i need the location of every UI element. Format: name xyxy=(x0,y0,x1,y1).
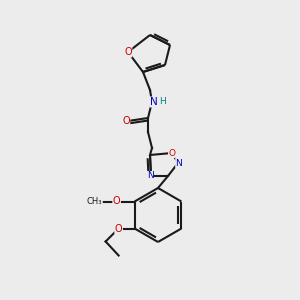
Text: N: N xyxy=(150,97,158,107)
Text: N: N xyxy=(147,172,153,181)
Text: H: H xyxy=(160,98,167,106)
Text: N: N xyxy=(176,158,182,167)
Text: O: O xyxy=(169,148,176,158)
Text: O: O xyxy=(122,116,130,126)
Text: O: O xyxy=(113,196,120,206)
Text: O: O xyxy=(124,47,132,57)
Text: O: O xyxy=(115,224,122,233)
Text: CH₃: CH₃ xyxy=(87,197,102,206)
